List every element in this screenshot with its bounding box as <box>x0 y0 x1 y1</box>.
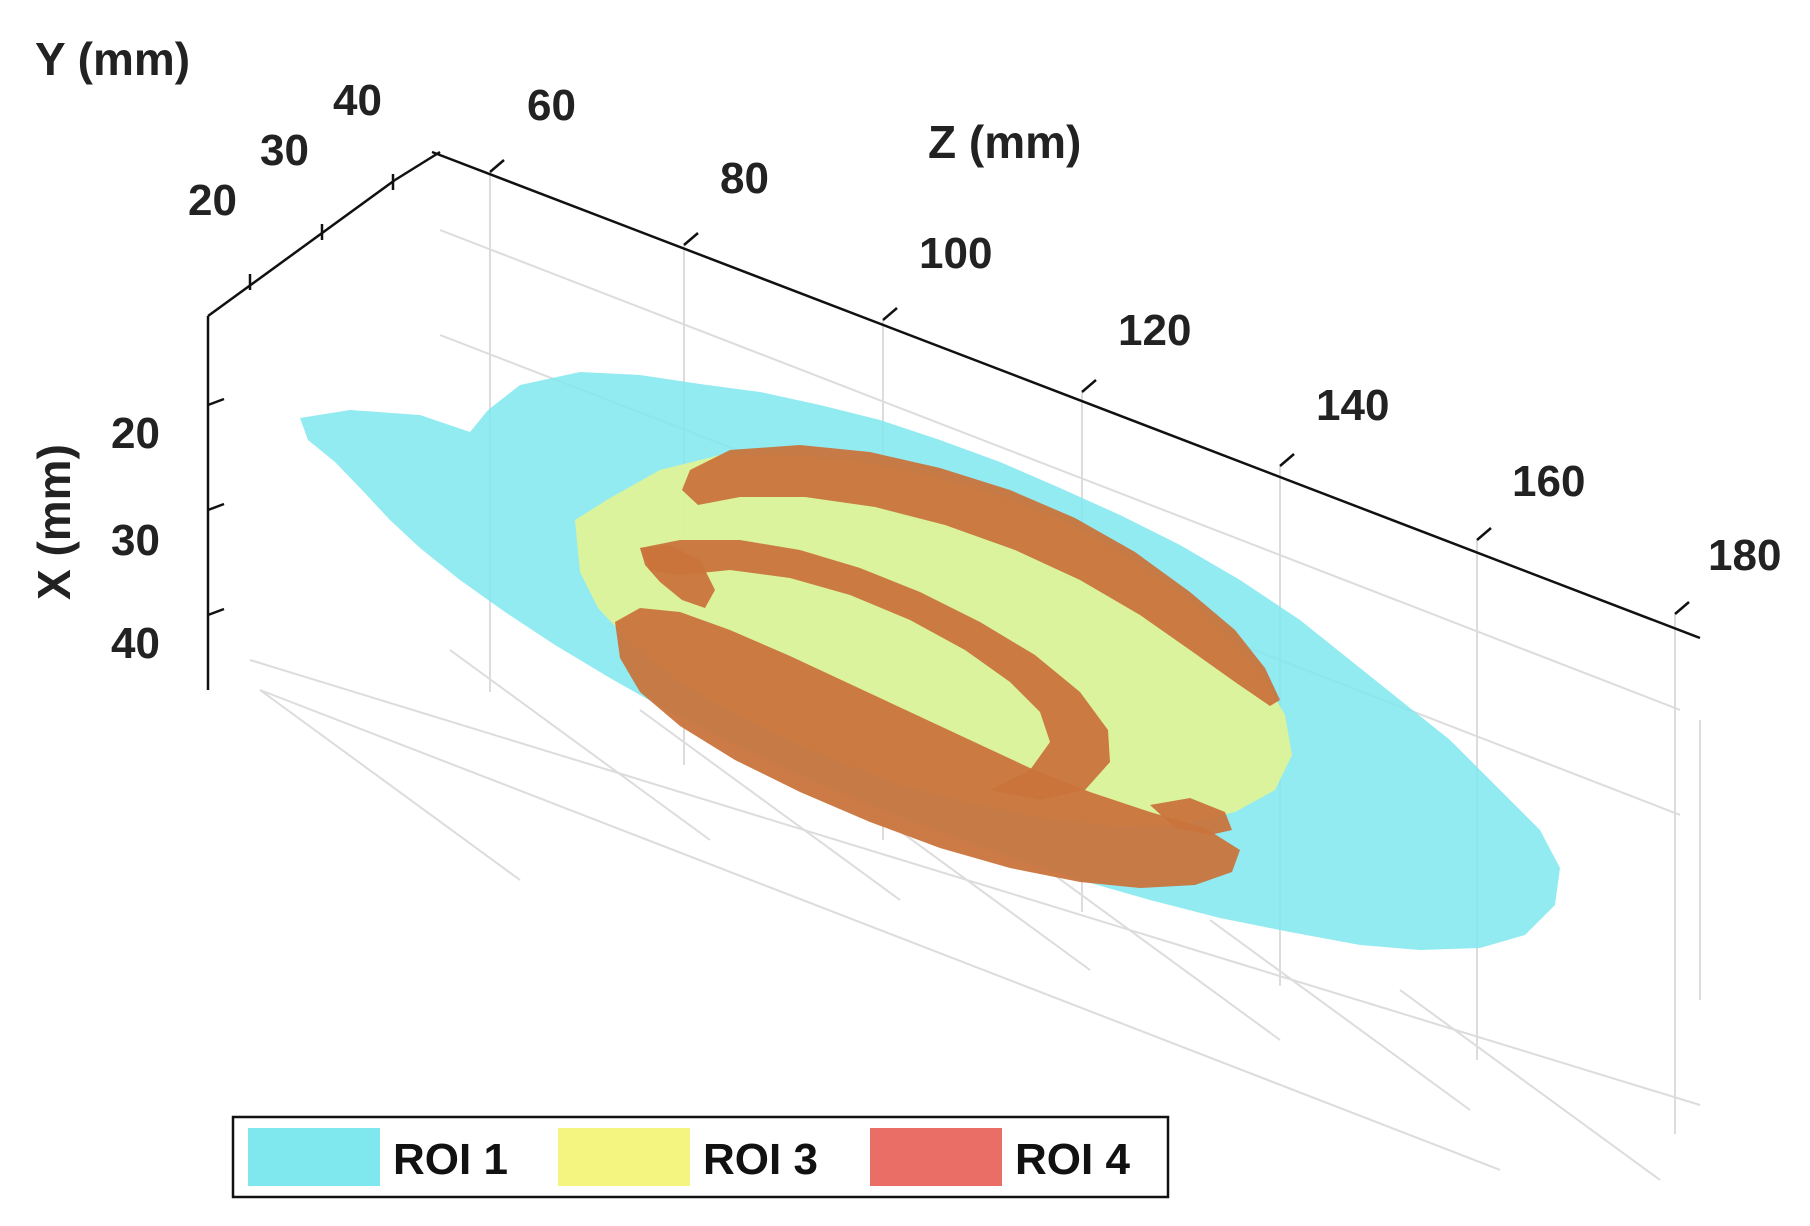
x-axis-title: X (mm) <box>28 444 80 600</box>
z-axis-tick <box>1476 527 1492 541</box>
x-axis-tick <box>207 397 225 407</box>
legend-swatch <box>870 1128 1002 1186</box>
y-tick-label: 40 <box>333 76 382 125</box>
z-axis-tick <box>683 232 699 246</box>
grid-line-floor <box>449 649 711 841</box>
z-axis-tick <box>1081 379 1097 393</box>
roi-4-surface <box>615 445 1280 888</box>
legend: ROI 1 ROI 3 ROI 4 <box>231 1115 1170 1199</box>
roi-4-band-upper <box>682 445 1280 706</box>
z-axis-title: Z (mm) <box>928 116 1081 168</box>
legend-label: ROI 3 <box>703 1135 818 1184</box>
grid-line-floor <box>1019 849 1281 1041</box>
x-tick-labels: 20 30 40 <box>111 409 160 668</box>
roi-4-patch-right <box>1150 798 1232 835</box>
legend-swatch <box>248 1128 380 1186</box>
legend-box <box>231 1115 1170 1199</box>
z-axis-line <box>431 150 1701 640</box>
y-tick-labels: 20 30 40 <box>188 76 382 225</box>
roi-4-patch-left <box>640 545 715 608</box>
grid-line-floor <box>639 709 901 901</box>
z-axis-tick <box>1674 601 1690 615</box>
x-axis-tick <box>207 607 225 617</box>
legend-label: ROI 1 <box>393 1135 508 1184</box>
legend-items: ROI 1 ROI 3 ROI 4 <box>248 1128 1130 1186</box>
z-tick-label: 160 <box>1512 457 1585 506</box>
grid-line-floor <box>1399 989 1661 1181</box>
grid-line-floor-front <box>249 659 1701 1106</box>
grid-line-floor <box>259 689 521 881</box>
roi-4-band-lower <box>615 608 1240 888</box>
x-tick-label: 40 <box>111 619 160 668</box>
grid-line-floor <box>1209 919 1471 1111</box>
z-tick-label: 100 <box>919 229 992 278</box>
z-tick-labels: 60 80 100 120 140 160 180 <box>527 81 1781 580</box>
x-tick-label: 30 <box>111 516 160 565</box>
z-tick-label: 140 <box>1316 381 1389 430</box>
x-tick-label: 20 <box>111 409 160 458</box>
z-tick-label: 80 <box>720 154 769 203</box>
z-tick-label: 60 <box>527 81 576 130</box>
grid-line-z <box>439 229 1681 711</box>
grid-line-z <box>259 689 1501 1171</box>
z-axis-tick <box>1279 453 1295 467</box>
z-tick-label: 180 <box>1708 531 1781 580</box>
z-tick-label: 120 <box>1118 306 1191 355</box>
x-axis-tick <box>207 502 225 512</box>
y-axis-line-top <box>394 150 441 182</box>
axes <box>206 150 1701 690</box>
y-axis-line <box>207 178 396 318</box>
roi-surfaces <box>300 372 1560 950</box>
z-axis-tick <box>489 159 505 173</box>
y-tick-label: 30 <box>260 126 309 175</box>
legend-label: ROI 4 <box>1015 1135 1130 1184</box>
y-tick-label: 20 <box>188 176 237 225</box>
y-axis-title: Y (mm) <box>35 33 190 85</box>
legend-swatch <box>558 1128 690 1186</box>
z-axis-tick <box>882 307 898 321</box>
